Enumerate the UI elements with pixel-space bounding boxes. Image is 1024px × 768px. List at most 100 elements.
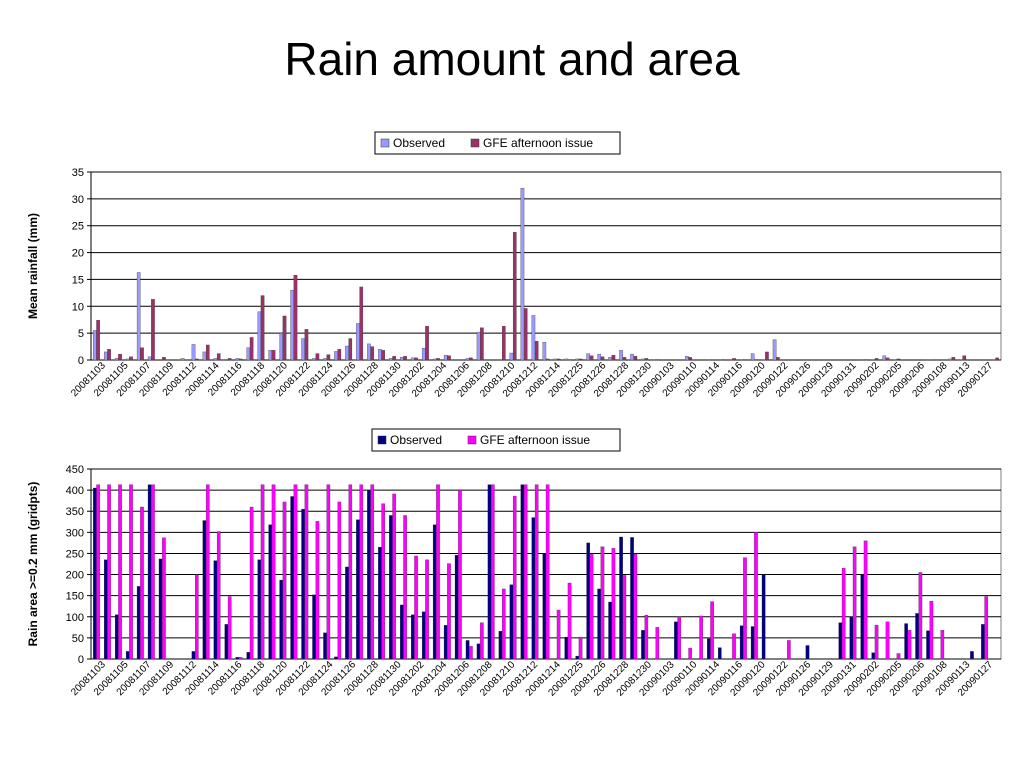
bar-observed <box>323 632 327 660</box>
bar-observed <box>849 616 854 660</box>
bar-gfe <box>721 359 725 361</box>
bar-observed <box>158 558 163 660</box>
bar-observed <box>257 311 262 361</box>
bar-observed <box>345 345 349 361</box>
bar-gfe <box>216 531 221 660</box>
y-tick-label: 25 <box>72 221 84 233</box>
legend-label: GFE afternoon issue <box>483 136 593 150</box>
bar-gfe <box>162 537 166 660</box>
bar-gfe <box>271 350 276 361</box>
bar-observed <box>147 484 152 660</box>
y-tick-label: 350 <box>66 506 84 518</box>
bar-gfe <box>326 354 331 361</box>
bar-gfe <box>743 359 747 361</box>
bar-gfe <box>754 359 758 361</box>
bar-observed <box>443 355 448 361</box>
bar-gfe <box>918 572 923 660</box>
bar-gfe <box>129 356 133 361</box>
bar-observed <box>290 496 294 660</box>
bar-observed <box>334 656 338 660</box>
bar-gfe <box>852 546 857 660</box>
bar-observed <box>454 554 459 660</box>
bar-observed <box>279 332 284 361</box>
y-tick-label: 250 <box>66 548 84 560</box>
bar-observed <box>443 625 448 660</box>
bar-gfe <box>469 646 473 660</box>
bar-gfe <box>578 636 583 660</box>
bar-gfe <box>776 357 780 361</box>
bar-observed <box>334 351 338 361</box>
bar-gfe <box>512 232 517 361</box>
bar-observed <box>926 359 930 361</box>
bar-observed <box>389 358 393 361</box>
bar-observed <box>531 517 536 660</box>
bar-observed <box>597 353 601 361</box>
bar-observed <box>421 348 426 361</box>
slide-title: Rain amount and area <box>284 33 740 85</box>
bar-gfe <box>600 356 605 361</box>
bar-observed <box>400 357 404 361</box>
bar-gfe <box>754 532 758 660</box>
bar-observed <box>904 623 908 660</box>
y-tick-label: 150 <box>66 591 84 603</box>
bar-gfe <box>337 349 342 361</box>
bar-gfe <box>260 484 265 660</box>
bar-gfe <box>677 616 682 660</box>
legend-swatch <box>470 138 480 148</box>
bar-observed <box>707 638 711 660</box>
bar-gfe <box>392 356 396 361</box>
chart-2: 0501001502002503003504004502008110320081… <box>26 428 1002 699</box>
bar-observed <box>586 353 591 361</box>
bar-gfe <box>392 493 396 660</box>
bar-gfe <box>238 657 243 660</box>
chart-1: 0510152025303520081103200811052008110720… <box>26 131 1002 400</box>
bar-observed <box>136 586 141 660</box>
bar-gfe <box>447 563 451 660</box>
bar-observed <box>202 520 207 660</box>
bar-gfe <box>940 630 945 660</box>
bar-gfe <box>523 308 528 361</box>
bar-observed <box>717 359 722 361</box>
bar-gfe <box>841 568 846 660</box>
bar-observed <box>959 359 963 361</box>
bar-gfe <box>425 559 429 660</box>
bar-gfe <box>151 484 155 660</box>
bar-gfe <box>282 501 287 660</box>
bar-gfe <box>896 653 901 660</box>
bar-observed <box>981 624 985 660</box>
bar-gfe <box>732 633 736 660</box>
bar-gfe <box>348 484 353 660</box>
bar-gfe <box>260 295 265 361</box>
bar-gfe <box>140 506 144 660</box>
bar-gfe <box>425 326 429 361</box>
bar-gfe <box>534 484 539 660</box>
bar-gfe <box>129 484 133 660</box>
bar-gfe <box>118 484 122 660</box>
bar-observed <box>191 651 196 660</box>
bar-gfe <box>523 484 528 660</box>
bar-gfe <box>205 344 210 361</box>
bar-observed <box>213 560 218 660</box>
bar-gfe <box>436 484 440 660</box>
legend-swatch <box>467 435 477 445</box>
bar-observed <box>476 643 481 660</box>
bar-observed <box>235 358 240 361</box>
bar-gfe <box>381 503 385 660</box>
bar-gfe <box>896 358 901 361</box>
bar-gfe <box>622 357 627 361</box>
bar-observed <box>520 484 525 660</box>
bar-gfe <box>995 357 999 361</box>
y-tick-label: 100 <box>66 612 84 624</box>
bar-observed <box>432 358 437 361</box>
bar-observed <box>367 343 371 361</box>
bar-gfe <box>348 338 353 361</box>
bar-gfe <box>929 601 934 660</box>
bar-gfe <box>480 327 484 361</box>
bar-gfe <box>567 582 572 660</box>
bar-observed <box>608 601 612 660</box>
bar-observed <box>279 579 284 660</box>
bar-gfe <box>501 326 506 361</box>
bar-observed <box>498 630 503 660</box>
y-tick-label: 0 <box>78 355 84 367</box>
